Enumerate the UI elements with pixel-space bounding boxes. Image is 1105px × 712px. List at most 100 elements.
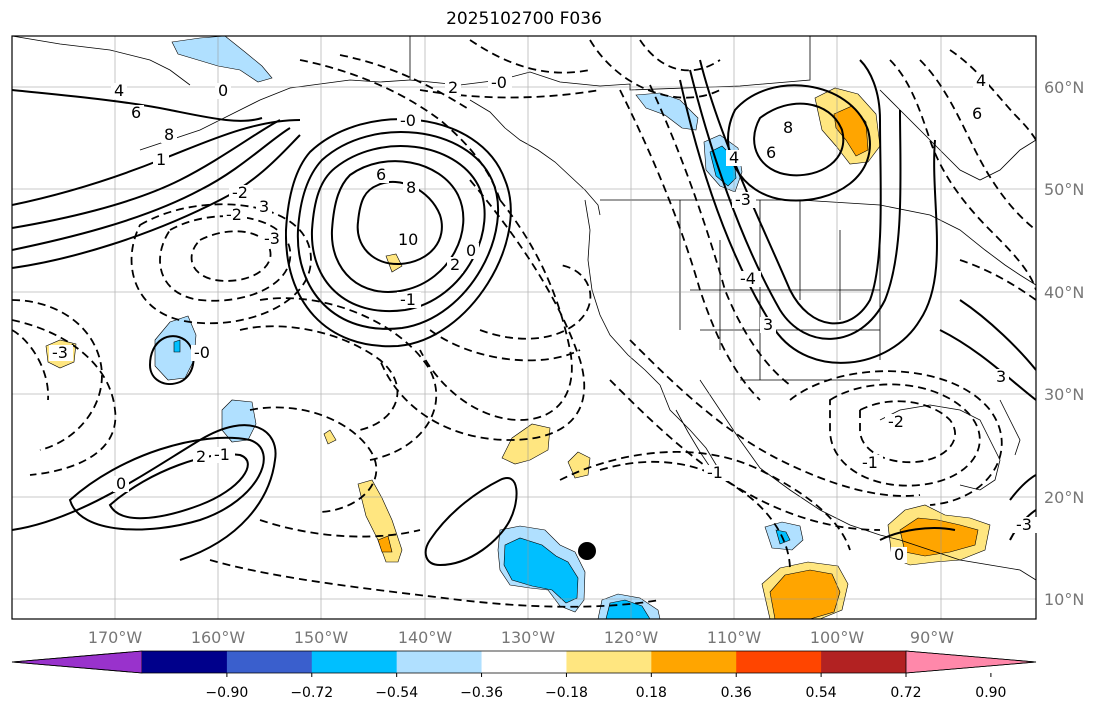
dash-mid-5: [249, 406, 378, 513]
dash-gulf-low-3: [789, 370, 1003, 506]
contour-label: 4: [114, 81, 124, 100]
colorbar-tick-label: −0.36: [460, 685, 503, 701]
contour-label: 0: [116, 474, 126, 493]
contour-label-bg: [397, 113, 421, 129]
colorbar-segment: [651, 651, 737, 673]
contour-gulf-high: [959, 299, 1036, 371]
contour-high-pacific-3: [310, 145, 486, 313]
coast-siberia: [12, 36, 191, 86]
contour-label-bg: [488, 75, 512, 91]
contour-label: 2: [450, 255, 460, 274]
contour-label: -1: [400, 290, 416, 309]
contour-high-canada-1: [753, 102, 845, 177]
lon-label: 120°W: [604, 628, 659, 647]
colorbar-tick-label: −0.90: [205, 685, 248, 701]
contour-label-bg: [1013, 517, 1037, 533]
contour-label-bg: [153, 152, 169, 168]
contour-label-bg: [973, 73, 989, 89]
contour-label-bg: [211, 447, 235, 463]
contour-label-bg: [891, 547, 907, 563]
shade-blue-4: [221, 399, 257, 443]
dash-low-1: [190, 230, 272, 282]
colorbar-outline: [11, 650, 1037, 674]
contour-label-bg: [113, 476, 129, 492]
colorbar-tick-label: 0.36: [721, 685, 752, 701]
border-canada: [600, 199, 931, 216]
dash-trough-alaska-1: [619, 89, 761, 401]
contour-label-bg: [373, 167, 389, 183]
coastlines: [12, 36, 1036, 581]
colorbar-segment: [566, 651, 652, 673]
contour-ridge-3: [679, 79, 938, 364]
contour-label: -1: [707, 463, 723, 482]
lon-label: 110°W: [707, 628, 762, 647]
contour-high-pacific-2: [330, 160, 465, 293]
lon-label: 140°W: [398, 628, 453, 647]
dash-canada-1: [639, 39, 721, 72]
dash-gulf-low-2: [829, 383, 981, 487]
contour-label-bg: [193, 449, 209, 465]
coast-central-america: [899, 539, 1036, 581]
dash-gulf-low: [859, 400, 956, 463]
colorbar-tick-label: −0.72: [290, 685, 333, 701]
shade-yellow-3: [567, 451, 591, 479]
contour-label: 3: [259, 197, 269, 216]
dash-canada-2: [589, 39, 721, 99]
contour-label: -3: [1016, 515, 1032, 534]
coast-west-us: [584, 199, 661, 386]
contour-subtrop-2: [68, 436, 265, 531]
contour-west-3: [12, 127, 291, 251]
contour-west-4: [12, 134, 301, 269]
contour-label: -1: [214, 445, 230, 464]
contour-label: 4: [976, 71, 986, 90]
contour-label: 6: [972, 104, 982, 123]
contour-ridge-2: [689, 69, 902, 340]
contour-label: 6: [376, 165, 386, 184]
shade-yellow-4: [357, 479, 403, 563]
dash-mexico-2: [629, 339, 921, 497]
shaded-fields: [45, 36, 991, 619]
coast-east: [929, 214, 1036, 286]
colorbar-segment: [821, 651, 907, 673]
contour-label-bg: [256, 199, 272, 215]
dash-pacific-north: [299, 59, 501, 201]
dash-east-3: [949, 49, 1036, 141]
coast-gulf: [879, 404, 1001, 491]
contour-label-bg: [445, 80, 461, 96]
colorbar-extend-high: [905, 650, 1037, 674]
contour-label: 8: [406, 178, 416, 197]
contour-label-bg: [447, 257, 463, 273]
dash-trough-2: [379, 179, 586, 441]
contour-label-bg: [395, 232, 419, 248]
coast-hudson: [879, 89, 1036, 181]
contour-label: -2: [226, 205, 242, 224]
dash-west-1: [12, 299, 103, 451]
dash-east-1: [889, 59, 1036, 291]
shade-yellow-2: [501, 423, 551, 465]
dashed-contours: [12, 39, 1036, 608]
contour-label: -2: [888, 412, 904, 431]
contour-label-bg: [704, 465, 728, 481]
shade-yellow-9: [323, 429, 337, 445]
lon-label: 90°W: [910, 628, 954, 647]
dash-mid-3: [209, 559, 661, 608]
contour-gulf-high-2: [939, 329, 1036, 401]
coast-mexico: [699, 379, 901, 541]
contour-label: -1: [862, 453, 878, 472]
dash-east-2: [919, 59, 1036, 231]
colorbar-extend-low: [11, 650, 143, 674]
dash-low-3: [130, 203, 312, 325]
coast-panhandle: [469, 99, 601, 216]
contour-label: 4: [729, 148, 739, 167]
dash-pacific-north-2: [339, 54, 471, 111]
colorbar-tick-labels: −0.90 −0.72 −0.54 −0.36 −0.18 0.18 0.36 0.54 0.7…: [205, 673, 1006, 701]
colorbar-segment: [142, 651, 228, 673]
shade-cyan-3: [173, 339, 181, 353]
contour-subtrop-1: [108, 453, 249, 520]
dash-canada-3: [469, 39, 591, 74]
contour-subtrop-3: [12, 424, 277, 561]
contour-label: -3: [52, 343, 68, 362]
dash-mexico-4: [559, 451, 851, 551]
lon-label: 150°W: [294, 628, 349, 647]
contour-label: 6: [766, 143, 776, 162]
